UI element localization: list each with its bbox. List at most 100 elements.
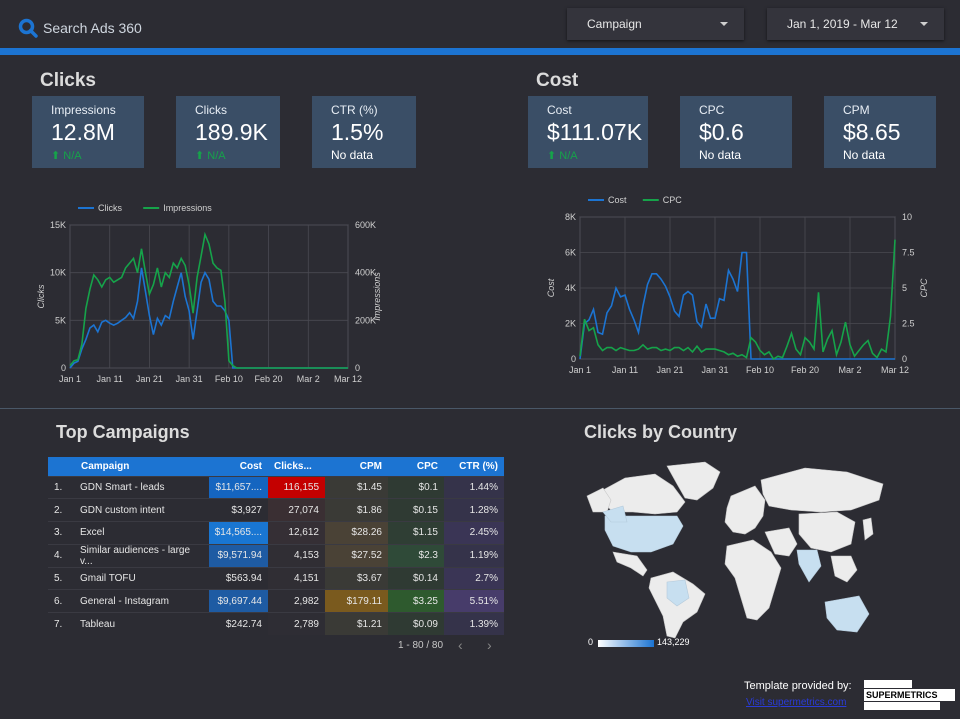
column-header-cost[interactable]: Cost bbox=[208, 457, 268, 476]
legend-label: Impressions bbox=[163, 203, 212, 213]
table-row[interactable]: 5. Gmail TOFU $563.94 4,151 $3.67 $0.14 2.7% bbox=[48, 566, 504, 590]
next-page-icon[interactable]: › bbox=[487, 637, 492, 653]
map-legend-gradient bbox=[598, 640, 654, 647]
cost-cell: $3,927 bbox=[208, 498, 268, 522]
row-index: 2. bbox=[48, 498, 74, 522]
x-tick-label: Jan 11 bbox=[612, 365, 638, 375]
table-row[interactable]: 6. General - Instagram $9,697.44 2,982 $179.… bbox=[48, 589, 504, 613]
template-credit-label: Template provided by: bbox=[744, 680, 852, 692]
supermetrics-link[interactable]: Visit supermetrics.com bbox=[746, 697, 847, 708]
map-country-africa bbox=[724, 539, 782, 621]
supermetrics-logo[interactable]: SUPERMETRICS bbox=[864, 680, 955, 710]
kpi-value: $0.6 bbox=[699, 119, 744, 145]
y-tick-label: 5K bbox=[55, 315, 66, 325]
y2-tick-label: 400K bbox=[355, 268, 376, 278]
section-divider bbox=[0, 408, 960, 409]
cost-cell: $242.74 bbox=[208, 611, 268, 636]
chevron-down-icon bbox=[720, 22, 728, 26]
clicks-cell: 12,612 bbox=[268, 520, 325, 545]
arrow-up-icon: ⬆ bbox=[195, 150, 208, 162]
cpm-cell: $27.52 bbox=[325, 543, 388, 568]
y2-tick-label: 7.5 bbox=[902, 248, 915, 258]
row-index: 3. bbox=[48, 520, 74, 545]
legend-label: CPC bbox=[663, 195, 683, 205]
arrow-up-icon: ⬆ bbox=[51, 150, 64, 162]
x-tick-label: Jan 11 bbox=[97, 374, 123, 384]
kpi-cost: Cost $111.07K ⬆ N/A bbox=[528, 96, 648, 168]
kpi-value: 189.9K bbox=[195, 119, 268, 145]
column-header-clicks[interactable]: Clicks... bbox=[268, 457, 325, 476]
cpc-cell: $1.15 bbox=[388, 520, 444, 545]
campaign-name: Tableau bbox=[74, 611, 209, 636]
series-line-cpc bbox=[579, 239, 896, 361]
map-country-australia bbox=[824, 595, 870, 633]
kpi-delta: ⬆ N/A bbox=[195, 149, 280, 162]
cost-cell: $11,657.... bbox=[208, 475, 268, 499]
cost-cell: $9,571.94 bbox=[208, 543, 268, 568]
y-tick-label: 15K bbox=[50, 220, 66, 230]
kpi-label: Cost bbox=[547, 103, 572, 117]
kpi-label: CPM bbox=[843, 103, 870, 117]
cpm-cell: $1.86 bbox=[325, 498, 388, 522]
clicks-cell: 4,153 bbox=[268, 543, 325, 568]
accent-bar bbox=[0, 48, 960, 55]
cpm-cell: $1.45 bbox=[325, 475, 388, 499]
campaign-filter-dropdown[interactable]: Campaign bbox=[567, 8, 744, 40]
kpi-value: 12.8M bbox=[51, 119, 115, 145]
column-header-cpm[interactable]: CPM bbox=[325, 457, 388, 476]
ctr-cell: 1.39% bbox=[444, 611, 504, 636]
cpm-cell: $179.11 bbox=[325, 589, 388, 613]
column-header-cpc[interactable]: CPC bbox=[388, 457, 444, 476]
brand-name: Search Ads 360 bbox=[43, 20, 142, 36]
table-row[interactable]: 3. Excel $14,565.... 12,612 $28.26 $1.15 2.45% bbox=[48, 520, 504, 545]
y-tick-label: 10K bbox=[50, 268, 66, 278]
x-tick-label: Feb 10 bbox=[746, 365, 774, 375]
prev-page-icon[interactable]: ‹ bbox=[458, 637, 463, 653]
clicks-cell: 4,151 bbox=[268, 566, 325, 590]
cpm-cell: $1.21 bbox=[325, 611, 388, 636]
cpc-cell: $0.1 bbox=[388, 475, 444, 499]
x-tick-label: Mar 2 bbox=[838, 365, 861, 375]
cpc-cell: $0.09 bbox=[388, 611, 444, 636]
table-row[interactable]: 4. Similar audiences - large v... $9,571.9… bbox=[48, 543, 504, 568]
ctr-cell: 2.7% bbox=[444, 566, 504, 590]
y-tick-label: 4K bbox=[565, 283, 576, 293]
map-country-india bbox=[796, 549, 822, 583]
map-legend-max: 143,229 bbox=[657, 637, 690, 647]
kpi-clicks: Clicks 189.9K ⬆ N/A bbox=[176, 96, 280, 168]
y-tick-label: 6K bbox=[565, 248, 576, 258]
ctr-cell: 1.28% bbox=[444, 498, 504, 522]
cpc-cell: $0.15 bbox=[388, 498, 444, 522]
row-index: 6. bbox=[48, 589, 74, 613]
column-header-campaign[interactable]: Campaign bbox=[48, 457, 209, 476]
y2-tick-label: 600K bbox=[355, 220, 376, 230]
y-tick-label: 0 bbox=[61, 363, 66, 373]
series-line-clicks bbox=[69, 267, 348, 369]
date-range-dropdown[interactable]: Jan 1, 2019 - Mar 12 bbox=[767, 8, 944, 40]
map-country-alaska bbox=[586, 487, 612, 513]
column-header-ctr[interactable]: CTR (%) bbox=[444, 457, 504, 476]
ctr-cell: 5.51% bbox=[444, 589, 504, 613]
kpi-sub: No data bbox=[331, 148, 374, 162]
y-axis-title: Clicks bbox=[36, 284, 46, 308]
kpi-delta: ⬆ N/A bbox=[547, 149, 648, 162]
clicks-cell: 27,074 bbox=[268, 498, 325, 522]
supermetrics-logo-text: SUPERMETRICS bbox=[864, 689, 955, 701]
clicks-cell: 2,789 bbox=[268, 611, 325, 636]
kpi-label: CTR (%) bbox=[331, 103, 378, 117]
table-row[interactable]: 7. Tableau $242.74 2,789 $1.21 $0.09 1.39% bbox=[48, 611, 504, 636]
table-header-row: Campaign Cost Clicks... CPM CPC CTR (%) bbox=[48, 457, 504, 476]
kpi-sub: No data bbox=[843, 148, 886, 162]
date-range-label: Jan 1, 2019 - Mar 12 bbox=[787, 17, 898, 31]
table-row[interactable]: 2. GDN custom intent $3,927 27,074 $1.86 $0.1… bbox=[48, 498, 504, 522]
kpi-delta-value: N/A bbox=[207, 150, 226, 162]
map-country-russia bbox=[760, 467, 884, 513]
campaign-name: Similar audiences - large v... bbox=[74, 543, 209, 568]
table-row[interactable]: 1. GDN Smart - leads $11,657.... 116,155 $1.… bbox=[48, 475, 504, 499]
kpi-delta-value: N/A bbox=[559, 150, 578, 162]
kpi-value: 1.5% bbox=[331, 119, 384, 145]
map-country-se-asia bbox=[830, 555, 858, 583]
clicks-impressions-chart: 0 5K 10K 15K 0 200K 400K 600K Jan 1 Jan 11 Jan 21 J… bbox=[36, 203, 382, 384]
y2-tick-label: 10 bbox=[902, 212, 912, 222]
row-index: 1. bbox=[48, 475, 74, 499]
